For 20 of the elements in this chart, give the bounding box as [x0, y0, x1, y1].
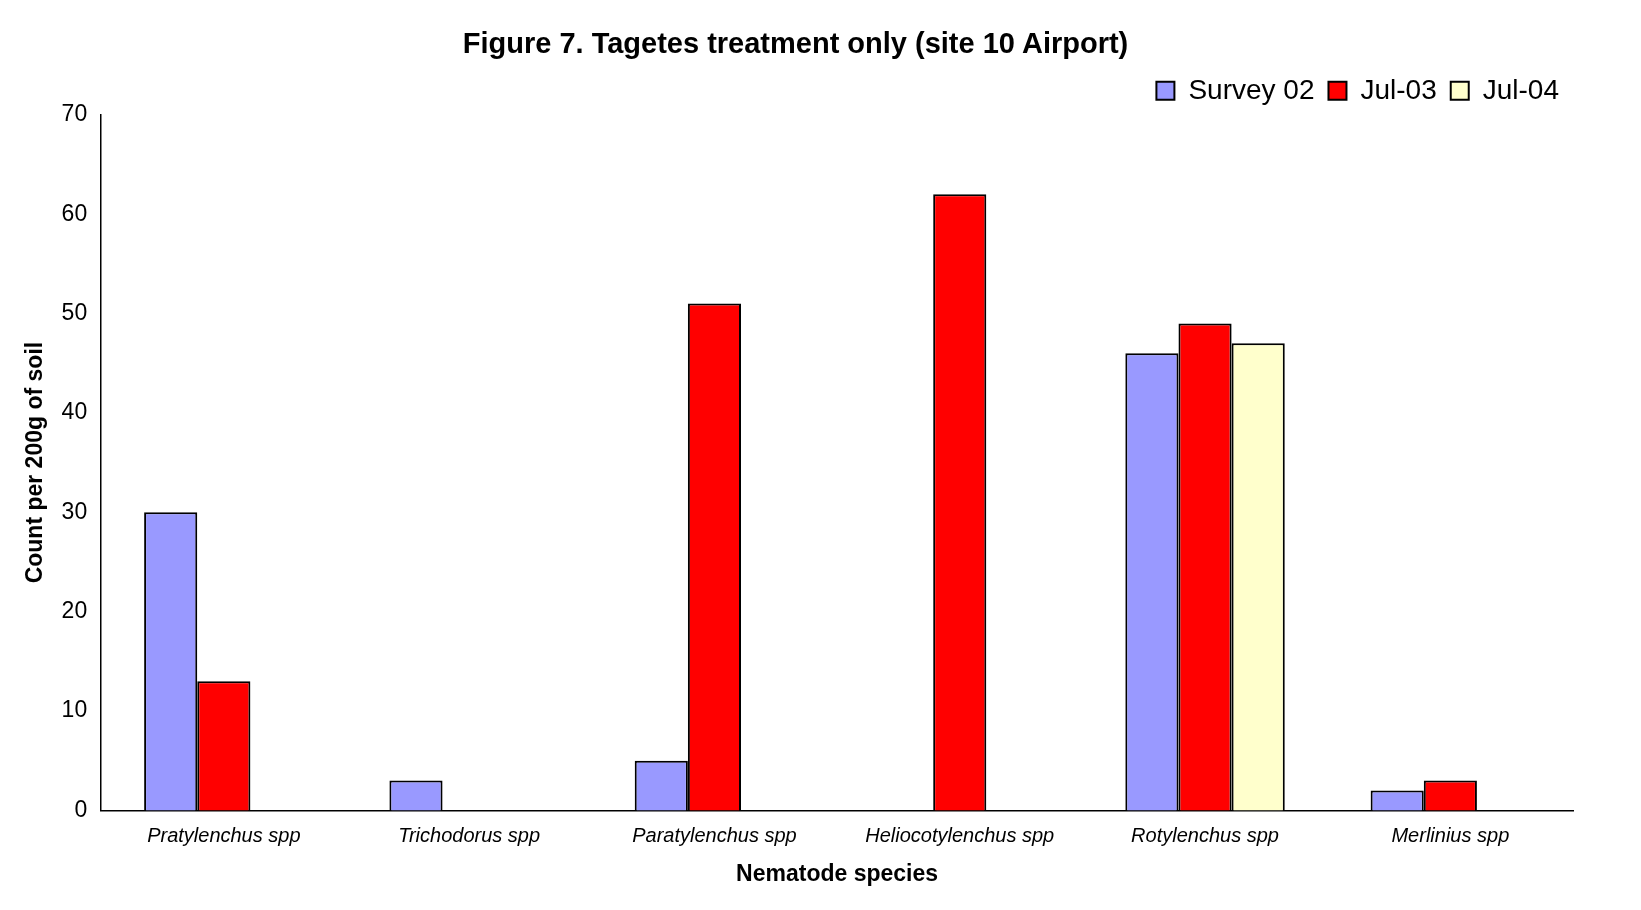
- x-tick-label: Paratylenchus spp: [632, 823, 797, 846]
- y-tick-label: 30: [61, 497, 88, 524]
- x-axis-title: Nematode species: [736, 859, 939, 886]
- y-tick-label: 20: [61, 597, 88, 623]
- legend-label: Survey 02: [1188, 73, 1315, 105]
- x-tick-label: Trichodorus spp: [398, 823, 541, 846]
- x-tick-label: Rotylenchus spp: [1131, 823, 1279, 846]
- x-tick-label: Pratylenchus spp: [147, 823, 301, 846]
- chart-title: Figure 7. Tagetes treatment only (site 10 Airport): [462, 27, 1129, 60]
- x-tick-label: Merlinius spp: [1391, 823, 1510, 846]
- y-tick-label: 0: [74, 795, 88, 822]
- y-axis-title: Count per 200g of soil: [21, 341, 48, 584]
- x-tick-label: Heliocotylenchus spp: [865, 823, 1055, 846]
- y-tick-label: 50: [61, 298, 88, 325]
- y-tick-label: 10: [61, 696, 88, 723]
- y-tick-label: 60: [61, 199, 88, 226]
- y-tick-label: 40: [61, 398, 88, 425]
- legend-label: Jul-03: [1360, 73, 1437, 105]
- y-tick-label: 70: [61, 100, 88, 127]
- legend-label: Jul-04: [1482, 73, 1559, 105]
